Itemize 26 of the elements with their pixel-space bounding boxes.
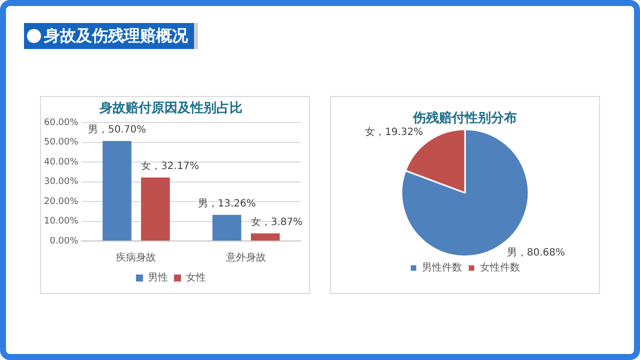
y-tick-label: 10.00% — [44, 216, 79, 227]
data-label: 男，50.70% — [88, 124, 146, 136]
chart-title: 身故赔付原因及性别占比 — [98, 100, 242, 116]
chart-title: 伤残赔付性别分布 — [412, 110, 517, 126]
bar — [141, 178, 170, 240]
bar — [102, 140, 132, 240]
y-tick-label: 0.00% — [50, 236, 79, 246]
data-label: 女，3.87% — [250, 216, 303, 228]
x-tick-label: 疾病身故 — [116, 252, 156, 264]
data-label: 男，13.26% — [198, 198, 256, 210]
data-label: 女，32.17% — [141, 160, 200, 172]
y-tick-label: 40.00% — [44, 157, 79, 168]
legend-label: 男性 — [148, 272, 168, 284]
legend-label: 男性件数 — [422, 262, 462, 274]
legend-label: 女性件数 — [480, 262, 520, 274]
bar — [212, 214, 242, 240]
y-tick-label: 50.00% — [44, 138, 79, 148]
y-tick-label: 30.00% — [44, 177, 79, 188]
data-label: 女，19.32% — [364, 126, 424, 138]
y-tick-label: 60.00% — [44, 118, 79, 128]
x-tick-label: 意外身故 — [225, 252, 266, 264]
legend-label: 女性 — [186, 272, 206, 284]
data-label: 男，80.68% — [506, 248, 566, 259]
text: 身故及伤残理赔概况 — [44, 26, 188, 46]
y-tick-label: 20.00% — [44, 196, 79, 207]
bar — [250, 233, 280, 240]
